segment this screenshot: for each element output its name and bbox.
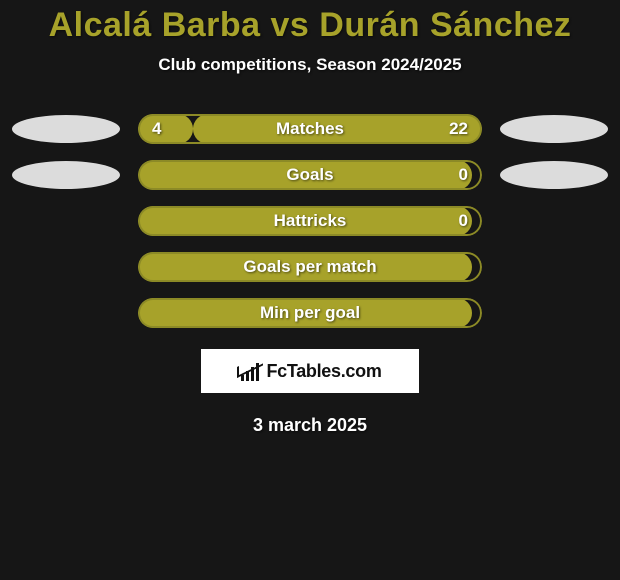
player-right-ellipse (500, 161, 608, 189)
bar-fill-left (138, 252, 472, 282)
brand-box: FcTables.com (201, 349, 419, 393)
page-title: Alcalá Barba vs Durán Sánchez (0, 0, 620, 45)
player-left-ellipse (12, 115, 120, 143)
bar-fill-left (138, 160, 472, 190)
page-subtitle: Club competitions, Season 2024/2025 (0, 55, 620, 75)
comparison-rows: Matches422 Goals0 Hattricks0 Goals per matc… (0, 113, 620, 329)
stat-bar: Matches422 (138, 114, 482, 144)
stat-bar: Hattricks0 (138, 206, 482, 236)
player-right-ellipse (500, 207, 608, 235)
player-left-ellipse (12, 299, 120, 327)
brand-text: FcTables.com (266, 361, 381, 382)
bar-fill-left (138, 114, 193, 144)
player-left-ellipse (12, 161, 120, 189)
player-right-ellipse (500, 115, 608, 143)
player-right-ellipse (500, 299, 608, 327)
comparison-row: Goals per match (0, 251, 620, 283)
comparison-row: Hattricks0 (0, 205, 620, 237)
stat-bar: Goals per match (138, 252, 482, 282)
comparison-row: Goals0 (0, 159, 620, 191)
comparison-row: Matches422 (0, 113, 620, 145)
subtitle-text: Club competitions, Season 2024/2025 (158, 55, 461, 74)
date-text: 3 march 2025 (253, 415, 367, 435)
title-text: Alcalá Barba vs Durán Sánchez (49, 6, 572, 44)
fctables-logo-icon (238, 361, 262, 381)
date-label: 3 march 2025 (0, 415, 620, 436)
bar-fill-left (138, 206, 472, 236)
stat-bar: Goals0 (138, 160, 482, 190)
player-left-ellipse (12, 207, 120, 235)
player-left-ellipse (12, 253, 120, 281)
bar-fill-left (138, 298, 472, 328)
comparison-row: Min per goal (0, 297, 620, 329)
stat-bar: Min per goal (138, 298, 482, 328)
player-right-ellipse (500, 253, 608, 281)
bar-fill-right (193, 114, 482, 144)
